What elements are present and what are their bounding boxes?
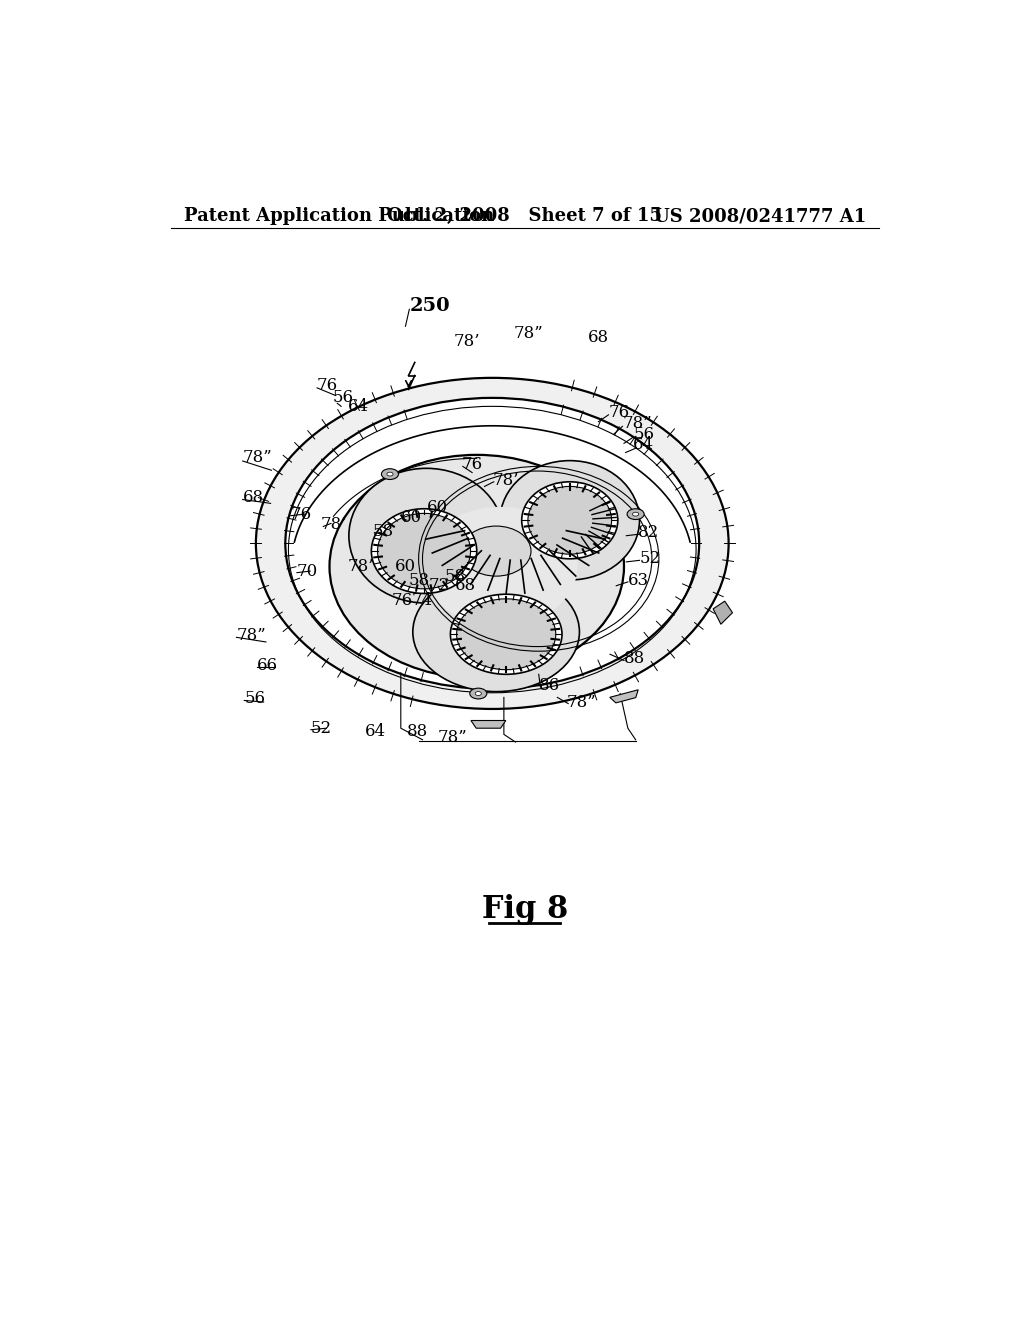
Text: US 2008/0241777 A1: US 2008/0241777 A1 <box>653 207 866 226</box>
Ellipse shape <box>372 508 477 594</box>
Text: 78”: 78” <box>513 326 543 342</box>
Text: 52: 52 <box>311 719 332 737</box>
Text: 52: 52 <box>640 550 660 568</box>
Text: 78”: 78” <box>623 414 652 432</box>
Text: 64: 64 <box>633 437 654 453</box>
Text: 78’: 78’ <box>321 516 347 533</box>
Text: 63: 63 <box>628 572 649 589</box>
Ellipse shape <box>413 573 580 692</box>
Text: 58: 58 <box>373 523 394 540</box>
Text: 78’: 78’ <box>493 471 519 488</box>
Ellipse shape <box>521 482 617 558</box>
Text: 58: 58 <box>409 572 430 589</box>
Text: Oct. 2, 2008   Sheet 7 of 15: Oct. 2, 2008 Sheet 7 of 15 <box>387 207 663 226</box>
Ellipse shape <box>387 473 393 477</box>
Text: 68: 68 <box>243 488 264 506</box>
Ellipse shape <box>500 461 640 579</box>
Text: 74: 74 <box>412 591 433 609</box>
Text: 60: 60 <box>427 499 449 516</box>
Text: 88: 88 <box>407 723 428 739</box>
Text: 72: 72 <box>429 577 450 594</box>
Text: 78”: 78” <box>237 627 266 644</box>
Ellipse shape <box>457 599 556 669</box>
Text: 56: 56 <box>245 690 265 708</box>
Text: 76: 76 <box>608 404 630 421</box>
Ellipse shape <box>475 692 481 696</box>
Text: 60: 60 <box>400 508 422 525</box>
Ellipse shape <box>451 594 562 675</box>
Text: Patent Application Publication: Patent Application Publication <box>183 207 494 226</box>
Ellipse shape <box>633 512 639 516</box>
Ellipse shape <box>423 507 578 626</box>
Text: 64: 64 <box>348 397 370 414</box>
Ellipse shape <box>627 508 644 520</box>
Ellipse shape <box>528 487 611 554</box>
Text: 56: 56 <box>333 388 353 405</box>
Ellipse shape <box>349 469 504 603</box>
Text: 70: 70 <box>297 562 318 579</box>
Text: 60: 60 <box>394 558 416 576</box>
Text: 76: 76 <box>461 457 482 474</box>
Text: 78”: 78” <box>566 693 596 710</box>
Text: 76: 76 <box>291 506 312 523</box>
Text: 68: 68 <box>455 577 476 594</box>
Text: 64: 64 <box>365 723 385 739</box>
Text: 76: 76 <box>391 591 413 609</box>
Text: 78’: 78’ <box>348 558 375 576</box>
Ellipse shape <box>381 469 398 479</box>
Text: 88: 88 <box>624 651 645 668</box>
Polygon shape <box>609 690 638 702</box>
Text: Fig 8: Fig 8 <box>481 894 568 924</box>
Text: 78’: 78’ <box>454 333 480 350</box>
Text: 56: 56 <box>633 425 654 442</box>
Text: 86: 86 <box>539 677 560 693</box>
Text: 66: 66 <box>257 656 278 673</box>
Ellipse shape <box>330 455 624 678</box>
Text: 58: 58 <box>444 568 465 585</box>
Polygon shape <box>713 601 732 624</box>
Ellipse shape <box>461 527 531 576</box>
Ellipse shape <box>470 688 486 700</box>
Text: 68: 68 <box>589 329 609 346</box>
Polygon shape <box>471 721 506 729</box>
Text: 250: 250 <box>410 297 450 315</box>
Text: 78”: 78” <box>438 729 468 746</box>
Ellipse shape <box>286 397 699 689</box>
Text: 76: 76 <box>317 378 338 395</box>
Ellipse shape <box>378 513 471 589</box>
Text: 82: 82 <box>638 524 659 541</box>
Text: 78”: 78” <box>243 449 272 466</box>
Ellipse shape <box>256 378 729 709</box>
